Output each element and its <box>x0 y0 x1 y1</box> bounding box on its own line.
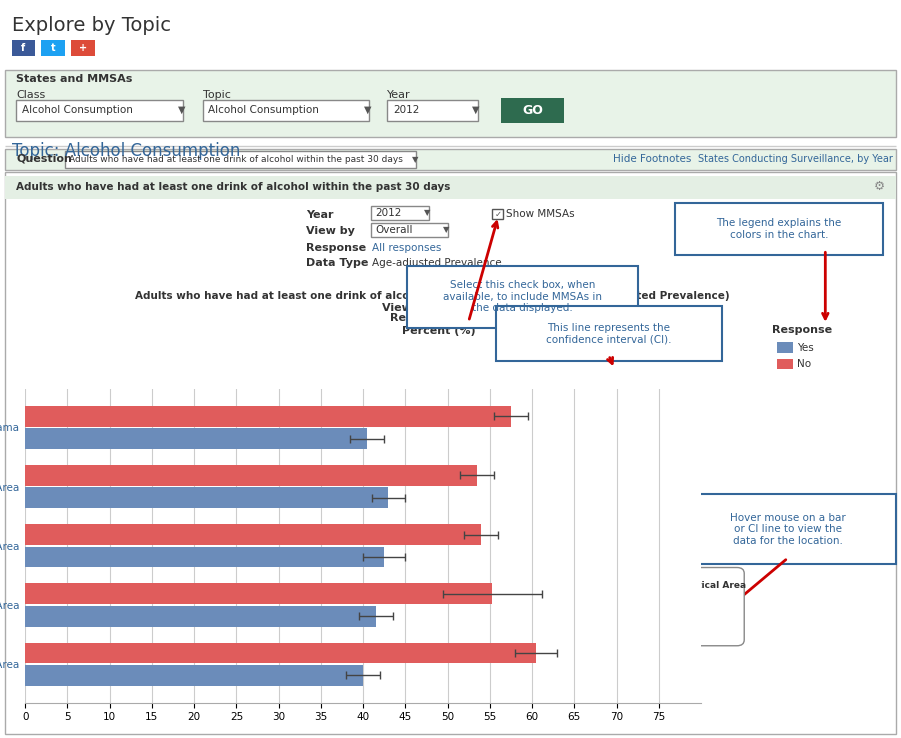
Text: Adults who have had at least one drink of alcohol within the past 30 days (Age-a: Adults who have had at least one drink o… <box>135 291 730 301</box>
Text: CI (49.4 - 61.2), n = 492: CI (49.4 - 61.2), n = 492 <box>542 623 651 632</box>
Text: States and MMSAs: States and MMSAs <box>16 74 132 84</box>
Text: ▼: ▼ <box>412 155 418 164</box>
Bar <box>25 643 536 663</box>
Text: Hover mouse on a bar
or CI line to view the
data for the location.: Hover mouse on a bar or CI line to view … <box>730 513 846 545</box>
Text: Explore by Topic: Explore by Topic <box>12 16 170 35</box>
FancyBboxPatch shape <box>5 149 896 170</box>
FancyBboxPatch shape <box>16 100 183 121</box>
Text: No: No <box>542 594 555 604</box>
FancyBboxPatch shape <box>496 306 722 361</box>
Text: ▼: ▼ <box>443 225 450 234</box>
Text: ▼: ▼ <box>423 208 430 217</box>
Text: Alcohol Consumption: Alcohol Consumption <box>22 105 132 115</box>
Text: Topic: Alcohol Consumption: Topic: Alcohol Consumption <box>12 142 240 159</box>
Text: View by: View by <box>306 226 355 236</box>
Text: Question: Question <box>16 154 72 164</box>
Text: Adults who have had at least one drink of alcohol within the past 30 days: Adults who have had at least one drink o… <box>16 182 450 192</box>
Text: Data Type: Data Type <box>306 258 369 268</box>
Text: The legend explains the
colors in the chart.: The legend explains the colors in the ch… <box>716 218 842 240</box>
Bar <box>25 428 368 449</box>
Text: States Conducting Surveillance, by Year: States Conducting Surveillance, by Year <box>698 154 893 165</box>
Text: f: f <box>22 43 25 53</box>
Bar <box>25 524 481 545</box>
Text: Year: Year <box>306 210 334 220</box>
Text: ▼: ▼ <box>472 105 479 115</box>
FancyBboxPatch shape <box>5 176 896 199</box>
Text: ✓: ✓ <box>495 210 502 218</box>
Text: Hide Footnotes: Hide Footnotes <box>613 154 691 165</box>
FancyBboxPatch shape <box>71 40 95 56</box>
Text: 2012: 2012 <box>409 279 456 297</box>
Text: Response: Response <box>306 243 367 253</box>
Text: ▼: ▼ <box>177 105 185 115</box>
Text: ⚙: ⚙ <box>874 180 885 193</box>
Text: 2012: 2012 <box>376 207 402 218</box>
Text: t: t <box>50 43 56 53</box>
FancyBboxPatch shape <box>777 342 793 353</box>
Text: Response: All: Response: All <box>390 313 475 323</box>
Text: Overall: Overall <box>376 224 414 235</box>
Text: Mobile, AL Metropolitan Statistical Area: Mobile, AL Metropolitan Statistical Area <box>542 581 746 590</box>
FancyBboxPatch shape <box>5 172 896 734</box>
Text: Year: Year <box>387 90 411 100</box>
Bar <box>25 606 376 627</box>
FancyBboxPatch shape <box>12 40 35 56</box>
Text: Select this check box, when
available, to include MMSAs in
the data displayed.: Select this check box, when available, t… <box>443 280 602 313</box>
Text: Topic: Topic <box>203 90 231 100</box>
FancyBboxPatch shape <box>65 151 416 168</box>
FancyBboxPatch shape <box>679 494 896 564</box>
Text: No: No <box>797 359 812 369</box>
Text: Show MMSAs: Show MMSAs <box>506 209 575 219</box>
Text: Adults who have had at least one drink of alcohol within the past 30 days: Adults who have had at least one drink o… <box>69 155 404 164</box>
FancyBboxPatch shape <box>815 206 840 224</box>
Text: 55.3%: 55.3% <box>542 607 585 621</box>
Bar <box>25 488 388 508</box>
FancyBboxPatch shape <box>844 206 869 224</box>
Text: Percent (%): Percent (%) <box>402 326 476 337</box>
Bar <box>25 665 363 686</box>
Text: All responses: All responses <box>372 243 441 253</box>
FancyBboxPatch shape <box>387 100 478 121</box>
Bar <box>25 547 384 568</box>
FancyBboxPatch shape <box>5 70 896 137</box>
FancyBboxPatch shape <box>41 40 65 56</box>
Text: ▼: ▼ <box>364 105 371 115</box>
Text: Age-adjusted Prevalence: Age-adjusted Prevalence <box>372 258 502 268</box>
FancyBboxPatch shape <box>675 203 883 255</box>
FancyBboxPatch shape <box>501 98 564 123</box>
Text: This line represents the
confidence interval (CI).: This line represents the confidence inte… <box>546 323 671 345</box>
Text: Yes: Yes <box>797 342 815 353</box>
FancyBboxPatch shape <box>203 100 369 121</box>
FancyBboxPatch shape <box>371 206 429 220</box>
Bar <box>25 583 492 604</box>
FancyBboxPatch shape <box>492 209 503 219</box>
FancyBboxPatch shape <box>407 266 638 328</box>
Text: Response: Response <box>772 325 832 335</box>
Text: Class: Class <box>16 90 45 100</box>
Text: +: + <box>78 43 87 53</box>
Bar <box>25 465 478 486</box>
FancyBboxPatch shape <box>527 568 744 646</box>
Bar <box>25 406 511 427</box>
Text: GO: GO <box>522 104 543 117</box>
FancyBboxPatch shape <box>785 206 810 224</box>
Text: Alcohol Consumption: Alcohol Consumption <box>208 105 319 115</box>
Text: 2012: 2012 <box>393 105 419 115</box>
Text: View by: Overall: View by: Overall <box>381 303 484 313</box>
FancyBboxPatch shape <box>777 359 793 369</box>
FancyBboxPatch shape <box>371 223 448 237</box>
